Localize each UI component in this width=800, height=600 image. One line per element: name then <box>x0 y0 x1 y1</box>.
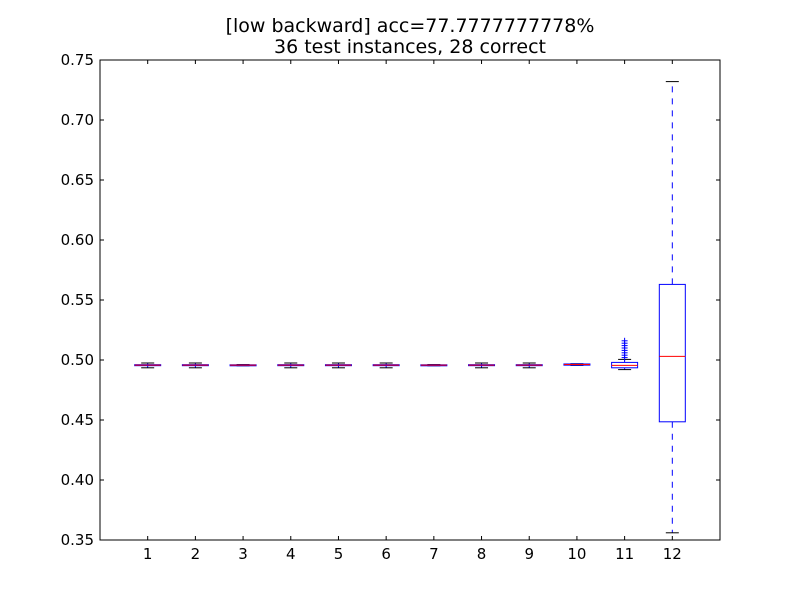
box-group-9 <box>515 362 543 369</box>
x-tick-label: 7 <box>429 545 439 563</box>
box-group-1 <box>134 362 162 369</box>
x-tick-label: 5 <box>334 545 344 563</box>
chart-subtitle: 36 test instances, 28 correct <box>274 36 546 58</box>
y-tick-label: 0.45 <box>61 411 94 429</box>
box-group-2 <box>181 362 209 369</box>
x-tick-label: 12 <box>663 545 682 563</box>
chart-title: [low backward] acc=77.7777777778% <box>226 15 595 37</box>
x-tick-label: 9 <box>524 545 534 563</box>
box-iqr <box>658 283 686 423</box>
flier-point <box>621 337 628 344</box>
y-tick-label: 0.50 <box>61 351 94 369</box>
box-group-6 <box>372 362 400 369</box>
box-group-5 <box>324 362 352 369</box>
x-tick-label: 3 <box>238 545 248 563</box>
box-group-4 <box>277 362 305 369</box>
x-tick-label: 1 <box>143 545 153 563</box>
box-group-10 <box>563 363 591 366</box>
box-group-3 <box>229 364 257 367</box>
y-tick-label: 0.40 <box>61 471 94 489</box>
x-tick-label: 10 <box>567 545 586 563</box>
x-axis: 1 2 3 4 5 6 7 8 9 10 11 12 <box>143 60 682 563</box>
y-tick-label: 0.60 <box>61 231 94 249</box>
box-group-12 <box>658 81 686 534</box>
x-tick-label: 11 <box>615 545 634 563</box>
box-group-11 <box>611 337 639 371</box>
x-tick-label: 2 <box>191 545 201 563</box>
x-tick-label: 8 <box>477 545 487 563</box>
plot-area <box>134 81 686 534</box>
y-tick-label: 0.75 <box>61 51 94 69</box>
x-tick-label: 6 <box>381 545 391 563</box>
x-tick-label: 4 <box>286 545 296 563</box>
box-group-7 <box>420 364 448 367</box>
y-tick-label: 0.70 <box>61 111 94 129</box>
axes-frame <box>99 59 721 541</box>
y-tick-label: 0.55 <box>61 291 94 309</box>
box-group-8 <box>468 362 496 369</box>
y-tick-label: 0.65 <box>61 171 94 189</box>
y-axis: 0.35 0.40 0.45 0.50 0.55 0.60 0.65 0.70 0.75 <box>61 51 720 549</box>
y-tick-label: 0.35 <box>61 531 94 549</box>
